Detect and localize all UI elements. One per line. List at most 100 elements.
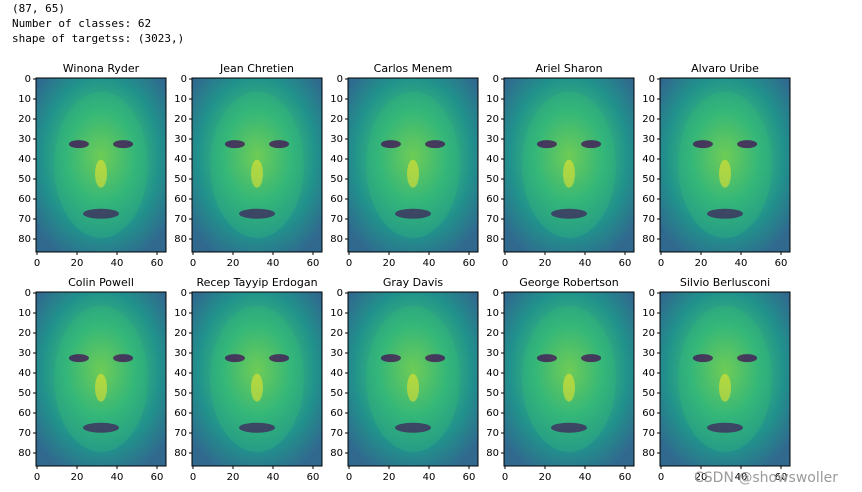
y-tick-label: 10 <box>330 94 343 105</box>
y-tick-label: 80 <box>486 448 499 459</box>
y-tick-label: 50 <box>642 388 655 399</box>
panel-title: Carlos Menem <box>374 62 453 75</box>
y-tick-label: 20 <box>642 328 655 339</box>
nose <box>719 373 731 402</box>
y-tick-label: 20 <box>174 328 187 339</box>
eye <box>68 354 89 363</box>
y-tick-label: 60 <box>18 408 31 419</box>
x-tick-label: 0 <box>190 258 196 269</box>
nose <box>251 373 263 402</box>
panel-title: Gray Davis <box>383 276 444 289</box>
eye <box>224 354 245 363</box>
y-tick-label: 70 <box>18 214 31 225</box>
x-tick-label: 40 <box>111 258 124 269</box>
x-tick-label: 20 <box>695 258 708 269</box>
image-frame <box>35 291 167 467</box>
y-tick-label: 0 <box>181 74 187 85</box>
y-tick-label: 30 <box>18 134 31 145</box>
y-tick-label: 60 <box>330 194 343 205</box>
eye <box>113 140 134 149</box>
y-tick-label: 30 <box>330 348 343 359</box>
y-tick-label: 60 <box>486 408 499 419</box>
y-tick-label: 50 <box>174 388 187 399</box>
x-tick-label: 20 <box>383 258 396 269</box>
x-tick-label: 0 <box>502 258 508 269</box>
y-tick-label: 10 <box>486 94 499 105</box>
y-tick-label: 0 <box>337 74 343 85</box>
y-tick-label: 20 <box>18 328 31 339</box>
eye <box>737 354 758 363</box>
y-tick-label: 20 <box>486 328 499 339</box>
nose <box>719 159 731 188</box>
y-tick-label: 10 <box>18 94 31 105</box>
mouth <box>395 422 431 433</box>
x-tick-label: 40 <box>423 472 436 483</box>
x-tick-label: 40 <box>735 258 748 269</box>
eye <box>536 354 557 363</box>
y-tick-label: 30 <box>642 134 655 145</box>
x-tick-label: 60 <box>775 472 788 483</box>
eye <box>224 140 245 149</box>
eye <box>581 354 602 363</box>
eye <box>692 140 713 149</box>
panel-title: Recep Tayyip Erdogan <box>196 276 317 289</box>
image-frame <box>347 77 479 253</box>
x-tick-label: 20 <box>539 472 552 483</box>
nose <box>95 373 107 402</box>
x-tick-label: 20 <box>383 472 396 483</box>
y-tick-label: 30 <box>174 348 187 359</box>
image-frame <box>503 291 635 467</box>
y-tick-label: 60 <box>642 194 655 205</box>
x-tick-label: 60 <box>619 258 632 269</box>
y-tick-label: 10 <box>486 308 499 319</box>
eye <box>737 140 758 149</box>
y-tick-label: 40 <box>18 368 31 379</box>
output-line: Number of classes: 62 <box>12 17 151 30</box>
y-tick-label: 10 <box>174 94 187 105</box>
y-tick-label: 30 <box>174 134 187 145</box>
y-tick-label: 10 <box>642 308 655 319</box>
y-tick-label: 50 <box>174 174 187 185</box>
y-tick-label: 50 <box>18 388 31 399</box>
y-tick-label: 70 <box>174 428 187 439</box>
x-tick-label: 20 <box>71 258 84 269</box>
y-tick-label: 50 <box>330 174 343 185</box>
panel-title: Winona Ryder <box>63 62 140 75</box>
y-tick-label: 20 <box>330 328 343 339</box>
y-tick-label: 70 <box>330 428 343 439</box>
x-tick-label: 60 <box>307 472 320 483</box>
x-tick-label: 0 <box>346 472 352 483</box>
y-tick-label: 80 <box>486 234 499 245</box>
nose <box>407 159 419 188</box>
mouth <box>707 208 743 219</box>
x-tick-label: 0 <box>346 258 352 269</box>
y-tick-label: 70 <box>174 214 187 225</box>
x-tick-label: 20 <box>695 472 708 483</box>
y-tick-label: 10 <box>642 94 655 105</box>
mouth <box>551 208 587 219</box>
y-tick-label: 10 <box>18 308 31 319</box>
x-tick-label: 60 <box>463 472 476 483</box>
y-tick-label: 70 <box>642 214 655 225</box>
x-tick-label: 0 <box>190 472 196 483</box>
x-tick-label: 0 <box>502 472 508 483</box>
image-frame <box>347 291 479 467</box>
nose <box>251 159 263 188</box>
y-tick-label: 40 <box>486 368 499 379</box>
image-frame <box>35 77 167 253</box>
y-tick-label: 80 <box>642 234 655 245</box>
mouth <box>707 422 743 433</box>
y-tick-label: 30 <box>642 348 655 359</box>
y-tick-label: 0 <box>25 288 31 299</box>
y-tick-label: 60 <box>174 408 187 419</box>
y-tick-label: 0 <box>25 74 31 85</box>
eye <box>113 354 134 363</box>
y-tick-label: 0 <box>337 288 343 299</box>
image-frame <box>191 291 323 467</box>
x-tick-label: 20 <box>227 472 240 483</box>
y-tick-label: 30 <box>330 134 343 145</box>
image-frame <box>659 291 791 467</box>
nose <box>563 373 575 402</box>
image-frame <box>503 77 635 253</box>
